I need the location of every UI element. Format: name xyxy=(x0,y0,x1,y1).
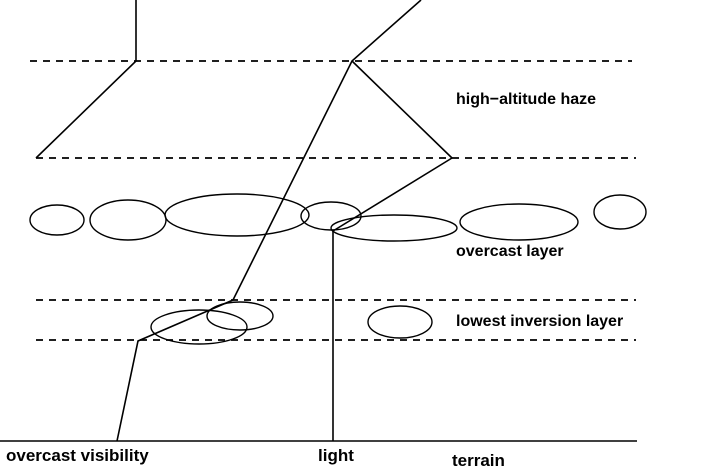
label-high-altitude-haze: high−altitude haze xyxy=(456,91,597,108)
overcast-cloud-ellipse xyxy=(29,204,85,236)
label-lowest-inversion-layer: lowest inversion layer xyxy=(456,313,624,330)
overcast-cloud-ellipse xyxy=(593,194,647,230)
overcast-cloud-ellipse xyxy=(164,193,310,237)
inversion-cloud-ellipse xyxy=(150,309,248,345)
label-terrain: terrain xyxy=(452,451,505,470)
label-overcast-layer: overcast layer xyxy=(456,243,564,260)
haze-to-light-edge xyxy=(332,157,453,232)
haze-slab-left-edge xyxy=(35,60,137,159)
inversion-cloud-ellipse xyxy=(367,305,433,339)
label-light: light xyxy=(318,446,354,465)
label-overcast-visibility: overcast visibility xyxy=(6,446,149,465)
haze-slab-right-edge xyxy=(351,60,453,159)
overcast-cloud-ellipse xyxy=(89,199,167,241)
overcast-cloud-ellipse xyxy=(330,214,458,242)
inversion-cloud-ellipse xyxy=(206,301,274,331)
overcast-cloud-ellipse xyxy=(459,203,579,241)
overcast-visibility-path xyxy=(116,0,422,442)
